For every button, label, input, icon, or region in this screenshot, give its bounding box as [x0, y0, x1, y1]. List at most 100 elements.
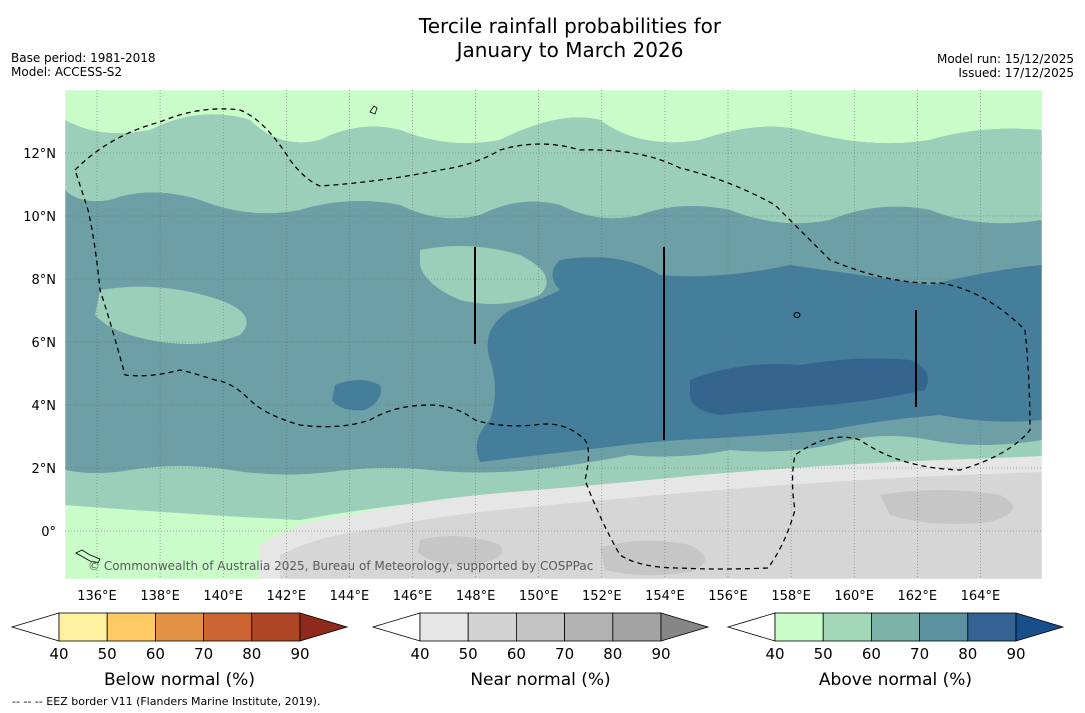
- colorbar-extend-high: [660, 612, 710, 642]
- colorbar-segment: [154, 612, 204, 642]
- colorbar-extend-low: [10, 612, 60, 642]
- colorbar-segment: [203, 612, 253, 642]
- run-info: Model run: 15/12/2025 Issued: 17/12/2025: [937, 52, 1074, 80]
- region-above-60: [65, 114, 1042, 224]
- region-above-60-patch-central: [420, 246, 547, 304]
- colorbar-tick-label: 50: [814, 645, 833, 663]
- island-marker: [793, 312, 801, 318]
- base-period: Base period: 1981-2018: [11, 51, 156, 65]
- colorbar-tick-label: 80: [603, 645, 622, 663]
- copyright-notice: © Commonwealth of Australia 2025, Bureau…: [88, 559, 593, 573]
- model-run-date: Model run: 15/12/2025: [936, 52, 1074, 66]
- longitude-label: 136°E: [77, 589, 117, 604]
- colorbar-segment: [58, 612, 108, 642]
- colorbar-tick-label: 40: [410, 645, 429, 663]
- longitude-label: 164°E: [961, 589, 1001, 604]
- colorbar-segment: [871, 612, 921, 642]
- colorbar-tick-label: 60: [507, 645, 526, 663]
- colorbar-extend-low: [726, 612, 776, 642]
- colorbar-above-normal: 40 50 60 70 80 90 Above normal (%): [726, 612, 1065, 690]
- colorbar-extend-high: [299, 612, 349, 642]
- colorbar-tick-label: 90: [290, 645, 309, 663]
- longitude-label: 148°E: [456, 589, 496, 604]
- graticule: [65, 90, 1042, 579]
- colorbar-tick-label: 90: [1006, 645, 1025, 663]
- colorbar-title: Near normal (%): [470, 670, 610, 690]
- colorbar-near-normal: 40 50 60 70 80 90 Near normal (%): [371, 612, 710, 690]
- latitude-label: 10°N: [23, 210, 56, 225]
- region-near-60-patch-3: [418, 536, 502, 565]
- island-marker: [369, 105, 378, 115]
- colorbar-segment: [106, 612, 156, 642]
- colorbar-tick-label: 50: [98, 645, 117, 663]
- colorbar-tick-label: 70: [194, 645, 213, 663]
- eez-border: [74, 108, 1031, 570]
- region-above-80-patch: [332, 380, 381, 411]
- colorbar-tick-label: 50: [459, 645, 478, 663]
- region-above-90: [690, 358, 928, 415]
- colorbar-below-normal: 40 50 60 70 80 90 Below normal (%): [10, 612, 349, 690]
- colorbar-tick-label: 60: [862, 645, 881, 663]
- longitude-label: 142°E: [267, 589, 307, 604]
- eez-footnote: -- -- -- EEZ border V11 (Flanders Marine…: [12, 695, 321, 708]
- model-name: Model: ACCESS-S2: [11, 65, 123, 79]
- colorbar-segment: [774, 612, 824, 642]
- issued-date: Issued: 17/12/2025: [958, 66, 1074, 80]
- map-title: Tercile rainfall probabilities for Janua…: [0, 14, 1085, 62]
- longitude-label: 160°E: [834, 589, 874, 604]
- colorbar-extend-low: [371, 612, 421, 642]
- colorbar-tick-label: 90: [651, 645, 670, 663]
- latitude-label: 6°N: [32, 336, 57, 351]
- longitude-label: 144°E: [330, 589, 370, 604]
- latitude-label: 4°N: [32, 399, 57, 414]
- probability-field: [65, 90, 1042, 579]
- region-above-50-north: [65, 90, 1042, 144]
- region-above-60-patch-west: [95, 286, 247, 344]
- colorbar-segment: [467, 612, 517, 642]
- colorbar-title: Below normal (%): [104, 670, 255, 690]
- title-line-2: January to March 2026: [456, 38, 684, 62]
- longitude-label: 162°E: [898, 589, 938, 604]
- island-marker: [75, 549, 101, 564]
- longitude-label: 154°E: [645, 589, 685, 604]
- latitude-label: 0°: [41, 525, 56, 540]
- longitude-label: 138°E: [140, 589, 180, 604]
- title-line-1: Tercile rainfall probabilities for: [418, 14, 722, 38]
- colorbar-segment: [919, 612, 969, 642]
- colorbar-segment: [822, 612, 872, 642]
- colorbar-tick-label: 70: [555, 645, 574, 663]
- colorbar-segment: [251, 612, 301, 642]
- colorbar-tick-label: 60: [146, 645, 165, 663]
- longitude-label: 140°E: [203, 589, 243, 604]
- region-near-60-patch-2: [880, 490, 1013, 524]
- latitude-label: 12°N: [23, 147, 56, 162]
- longitude-label: 146°E: [393, 589, 433, 604]
- colorbar-tick-label: 70: [910, 645, 929, 663]
- model-info: Base period: 1981-2018 Model: ACCESS-S2: [11, 51, 156, 79]
- colorbar-segment: [419, 612, 469, 642]
- region-above-80: [476, 257, 1042, 462]
- colorbar-segment: [967, 612, 1017, 642]
- colorbar-tick-label: 40: [49, 645, 68, 663]
- colorbar-extend-high: [1015, 612, 1065, 642]
- colorbar-tick-label: 80: [242, 645, 261, 663]
- map-frame: [64, 89, 1043, 580]
- longitude-label: 158°E: [771, 589, 811, 604]
- region-near-60-patch-1: [600, 540, 705, 576]
- colorbar-title: Above normal (%): [819, 670, 972, 690]
- colorbar-segment: [516, 612, 566, 642]
- latitude-label: 8°N: [32, 273, 57, 288]
- colorbar-tick-label: 40: [765, 645, 784, 663]
- longitude-label: 152°E: [582, 589, 622, 604]
- colorbar-segment: [564, 612, 614, 642]
- colorbar-legends: 40 50 60 70 80 90 Below normal (%) 40 50 60 70 80 90…: [10, 612, 1065, 690]
- latitude-label: 2°N: [32, 462, 57, 477]
- region-above-60-south: [65, 436, 1042, 520]
- latitude-labels: 12°N 10°N 8°N 6°N 4°N 2°N 0°: [23, 147, 56, 540]
- colorbar-tick-label: 80: [958, 645, 977, 663]
- longitude-label: 156°E: [708, 589, 748, 604]
- longitude-labels: 136°E 138°E 140°E 142°E 144°E 146°E 148°E 150°E…: [77, 589, 1000, 604]
- longitude-label: 150°E: [519, 589, 559, 604]
- colorbar-segment: [612, 612, 662, 642]
